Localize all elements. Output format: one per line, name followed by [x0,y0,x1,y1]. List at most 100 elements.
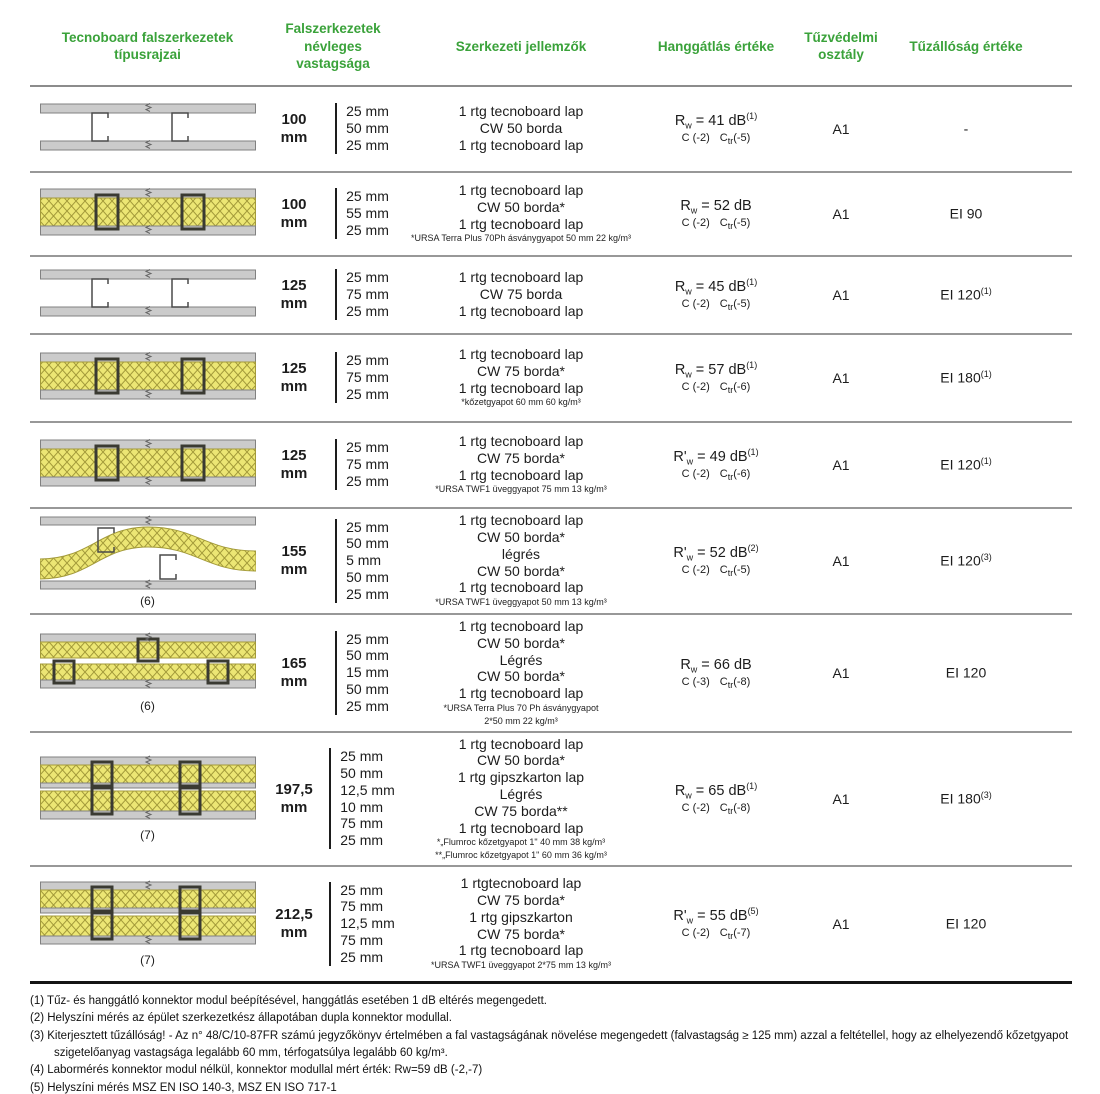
fire-class-cell: A1 [791,457,891,473]
sound-symbol: R [674,278,686,295]
wall-cross-section-drawing [39,513,256,593]
feature-list: 1 rtg tecnoboard lap CW 50 borda* Légrés CW… [401,618,641,702]
thickness-cell: 155 mm [265,543,323,578]
layer-thickness: 55 mm [346,205,389,222]
feature-note-list: *URSA Terra Plus 70 Ph ásványgyapot 2*50 … [401,703,641,727]
layer-thickness: 75 mm [340,932,384,949]
table-row: (7) 212,5 mm 25 mm 75 mm 12,5 mm 75 mm 25 mm… [30,867,1072,984]
drawing-cell [30,345,265,410]
feature-note-list: *„Flumroc kőzetgyapot 1" 40 mm 38 kg/m³ *… [401,837,641,861]
sound-symbol-sub: w [690,205,698,216]
thickness-cell: 125 mm [265,277,323,312]
ctr-label-sub: tr [727,680,734,691]
fire-resistance-footnote-ref: (3) [980,552,992,563]
fire-class-cell: A1 [791,665,891,681]
sound-value: R'w = 49 dB(1) [641,447,791,467]
thickness-unit: mm [280,923,308,941]
feature-line: CW 75 borda* [477,892,565,909]
layer-thickness: 50 mm [346,569,389,586]
c-label: C [681,676,690,689]
sound-correction: C (-2) Ctr(-5) [641,217,791,231]
footnote: (4) Labormérés konnektor modul nélkül, k… [30,1064,483,1077]
layer-thickness: 75 mm [346,286,389,303]
footnote: (3) Kiterjesztett tűzállóság! - Az n° 48… [30,1029,1069,1059]
c-label: C [681,564,690,577]
c-value: (-2) [692,468,710,481]
fire-class-cell: A1 [791,287,891,303]
ctr-label: C [719,298,728,311]
feature-line: 1 rtg tecnoboard lap [458,137,584,154]
ctr-value: (-6) [733,468,751,481]
ctr-label: C [719,802,728,815]
fire-class-value: A1 [832,552,850,569]
ctr-label: C [719,468,728,481]
fire-class-value: A1 [832,915,850,932]
feature-line: 1 rtg tecnoboard lap [458,512,584,529]
sound-symbol-sub: w [685,369,692,380]
layer-thickness: 25 mm [346,386,389,403]
feature-note-list: *URSA TWF1 üveggyapot 2*75 mm 13 kg/m³ [401,960,641,972]
feature-note-list: *URSA TWF1 üveggyapot 50 mm 13 kg/m³ [401,597,641,609]
layer-thickness: 25 mm [340,881,384,898]
thickness-cell: 125 mm [265,447,323,482]
sound-footnote-ref: (1) [746,780,758,791]
c-value: (-2) [692,927,710,940]
layer-list: 25 mm 75 mm 25 mm [335,439,389,490]
fire-class-value: A1 [832,120,850,137]
thickness-value: 155 [281,543,307,561]
wall-cross-section-drawing [39,262,256,324]
feature-list: 1 rtg tecnoboard lap CW 50 borda* légrés CW… [401,512,641,596]
fire-class-value: A1 [832,205,850,222]
fire-resistance-cell: - [891,120,1041,137]
column-header-fire-class: Tűzvédelmi osztály [804,29,878,63]
features-cell: 1 rtg tecnoboard lap CW 50 borda* 1 rtg te… [401,182,641,245]
thickness-value: 100 [281,111,307,129]
thickness-value: 125 [281,360,307,378]
features-cell: 1 rtg tecnoboard lap CW 75 borda 1 rtg tec… [401,269,641,319]
feature-line: 1 rtg tecnoboard lap [458,215,584,232]
layer-list: 25 mm 75 mm 12,5 mm 75 mm 25 mm [329,881,395,966]
ctr-value: (-8) [733,802,751,815]
thickness-cell: 100 mm [265,196,323,231]
layer-thickness: 12,5 mm [340,915,395,932]
drawing-cell [30,432,265,497]
feature-line: 1 rtgtecnoboard lap [460,875,582,892]
sound-db: = 57 dB [695,361,747,378]
ctr-label-sub: tr [727,136,734,147]
drawing-caption: (6) [140,699,155,714]
fire-class-value: A1 [832,456,850,473]
drawing-caption: (6) [140,594,155,609]
thickness-unit: mm [280,672,308,690]
c-label: C [681,381,690,394]
thickness-cell: 165 mm [265,655,323,690]
table-row: 125 mm 25 mm 75 mm 25 mm 1 rtg tecnoboard … [30,335,1072,423]
fire-resistance-value: EI 120 [940,552,981,569]
fire-class-value: A1 [832,369,850,386]
feature-line: 1 rtg tecnoboard lap [458,269,584,286]
layer-thickness: 50 mm [346,681,389,698]
layer-list: 25 mm 50 mm 15 mm 50 mm 25 mm [335,630,389,715]
c-value: (-2) [692,802,710,815]
layer-thickness: 75 mm [346,369,389,386]
feature-line: CW 50 borda* [477,562,565,579]
feature-list: 1 rtg tecnoboard lap CW 50 borda* 1 rtg gi… [401,736,641,837]
sound-correction: C (-2) Ctr(-7) [641,927,791,941]
layer-thickness: 15 mm [346,664,389,681]
wall-cross-section-drawing [39,632,256,698]
fire-resistance-cell: EI 90 [891,205,1041,222]
thickness-unit: mm [280,798,308,816]
features-cell: 1 rtg tecnoboard lap CW 50 borda* légrés CW… [401,512,641,609]
sound-footnote-ref: (5) [747,905,759,916]
feature-line: CW 75 borda* [477,362,565,379]
table-row: 100 mm 25 mm 50 mm 25 mm 1 rtg tecnoboard … [30,87,1072,173]
footnote: (5) Helyszíni mérés MSZ EN ISO 140-3, MS… [30,1082,337,1094]
fire-resistance-cell: EI 120(1) [891,456,1041,473]
fire-class-cell: A1 [791,121,891,137]
table-row: 125 mm 25 mm 75 mm 25 mm 1 rtg tecnoboard … [30,257,1072,335]
layer-thickness: 25 mm [346,630,389,647]
ctr-label-sub: tr [727,931,734,942]
table-row: (7) 197,5 mm 25 mm 50 mm 12,5 mm 10 mm 75 mm… [30,733,1072,867]
table-header: Tecnoboard falszerkezetek típusrajzai Fa… [30,10,1072,87]
ctr-label: C [719,381,728,394]
layers-cell: 25 mm 75 mm 12,5 mm 75 mm 25 mm [323,881,401,966]
